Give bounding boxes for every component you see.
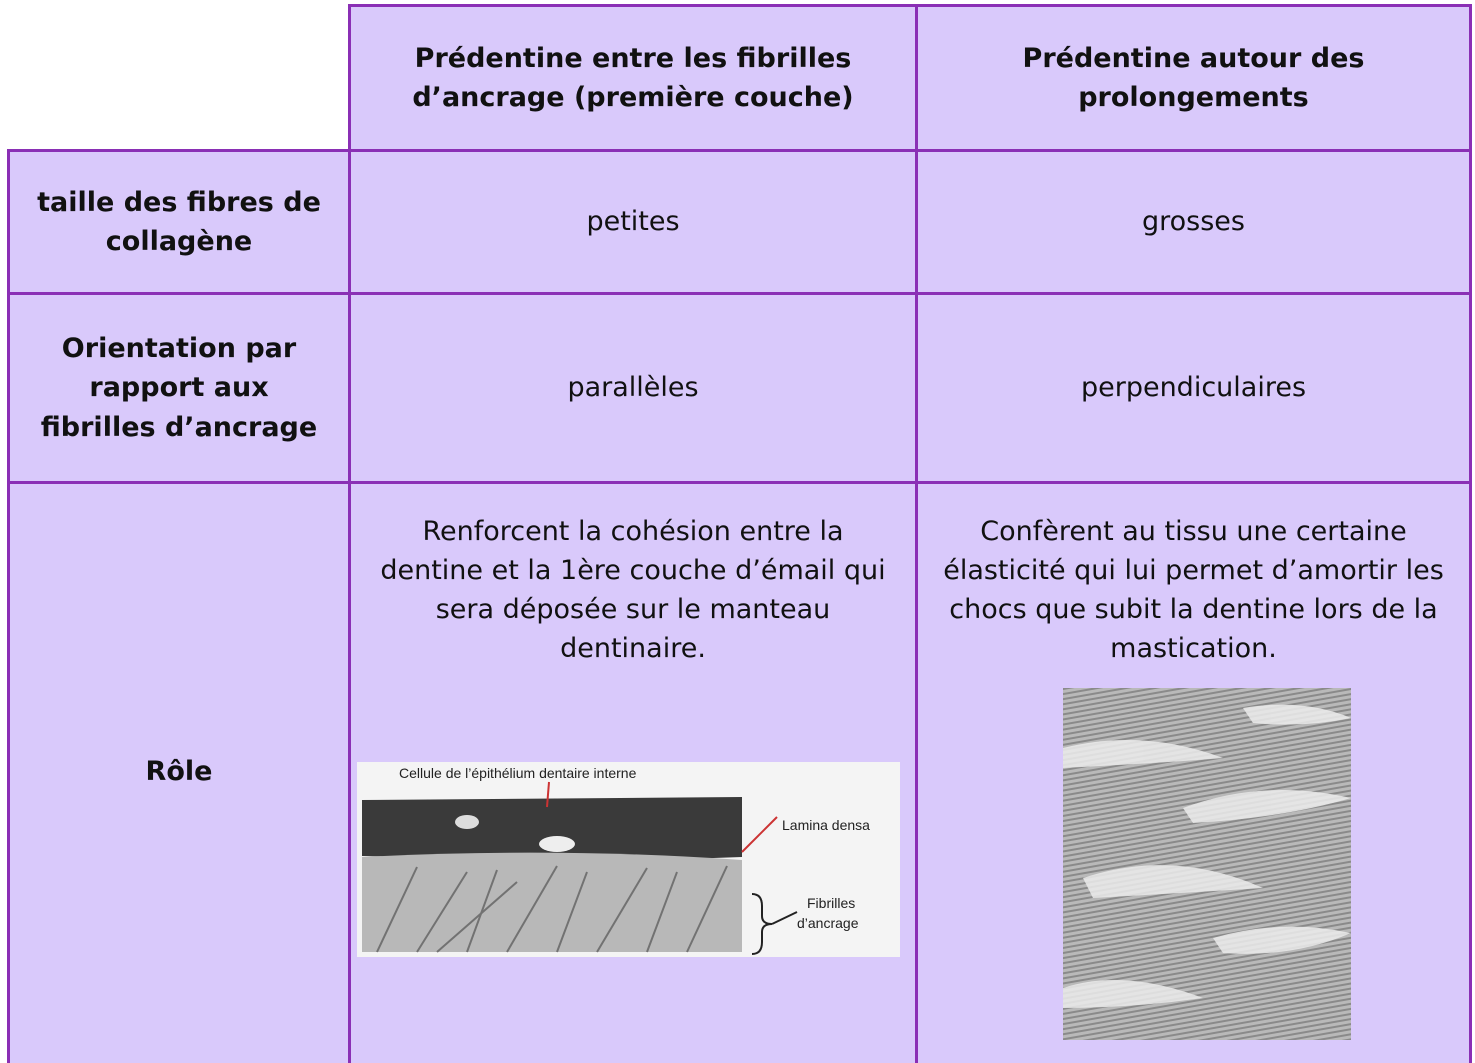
column-header: Prédentine entre les fibrilles d’ancrage…	[348, 4, 918, 152]
figure-label: d’ancrage	[797, 915, 859, 931]
cell-text: Renforcent la cohésion entre la dentine …	[380, 516, 886, 665]
label-text: Orientation par rapport aux fibrilles d’…	[40, 333, 318, 443]
header-text: Prédentine entre les fibrilles d’ancrage…	[412, 42, 854, 113]
label-text: taille des fibres de collagène	[37, 186, 321, 257]
label-text: Rôle	[145, 756, 213, 788]
micrograph-collagen	[1063, 688, 1351, 1040]
row-label: Orientation par rapport aux fibrilles d’…	[7, 292, 351, 484]
cell-text: grosses	[1142, 206, 1245, 238]
cell-text: petites	[586, 206, 680, 238]
cell: grosses	[915, 149, 1472, 295]
cell-text: parallèles	[567, 372, 699, 404]
cell-text: perpendiculaires	[1080, 372, 1307, 404]
header-text: Prédentine autour des prolongements	[1022, 42, 1365, 113]
micrograph-anchoring-fibrils: Cellule de l’épithélium dentaire interne…	[357, 762, 900, 957]
cell: parallèles	[348, 292, 918, 484]
cell: perpendiculaires	[915, 292, 1472, 484]
cell-text: Confèrent au tissu une certaine élastici…	[943, 516, 1444, 665]
figure-label: Cellule de l’épithélium dentaire interne	[399, 765, 637, 781]
row-label: Rôle	[7, 481, 351, 1063]
column-header: Prédentine autour des prolongements	[915, 4, 1472, 152]
figure-label: Fibrilles	[807, 895, 855, 911]
figure-label: Lamina densa	[782, 817, 870, 833]
cell: petites	[348, 149, 918, 295]
row-label: taille des fibres de collagène	[7, 149, 351, 295]
